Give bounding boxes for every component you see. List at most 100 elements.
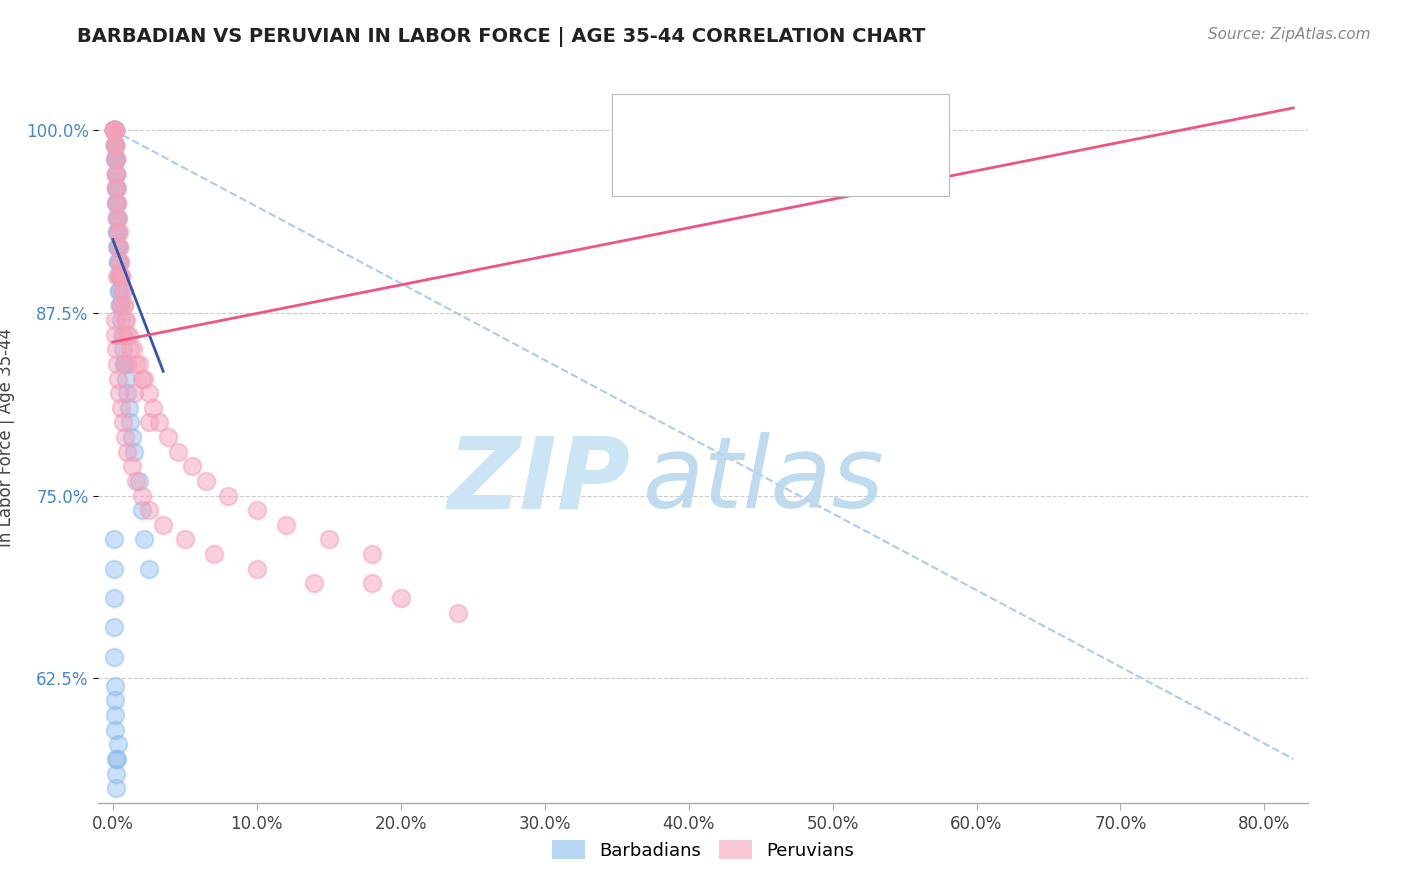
Point: [115, 357, 138, 371]
Point: [104, 152, 127, 166]
Point: [138, 503, 160, 517]
Point: [103, 123, 125, 137]
Point: [103, 533, 125, 547]
Point: [156, 430, 179, 444]
Point: [105, 196, 128, 211]
Point: [105, 211, 128, 225]
Point: [103, 123, 125, 137]
Point: [103, 123, 125, 137]
Point: [103, 123, 125, 137]
Point: [108, 240, 131, 254]
Point: [104, 123, 127, 137]
Point: [107, 269, 129, 284]
Point: [107, 240, 129, 254]
Point: [108, 254, 131, 268]
Point: [173, 533, 195, 547]
Point: [318, 533, 340, 547]
Point: [105, 752, 128, 766]
Point: [107, 254, 129, 268]
Point: [105, 225, 128, 239]
Point: [103, 123, 125, 137]
Point: [104, 137, 127, 152]
Point: [115, 327, 138, 342]
Point: [104, 123, 127, 137]
Point: [104, 137, 127, 152]
Point: [447, 606, 470, 620]
Point: [105, 269, 128, 284]
Point: [108, 298, 131, 312]
Point: [111, 284, 134, 298]
FancyBboxPatch shape: [624, 149, 657, 185]
Point: [107, 269, 129, 284]
Point: [389, 591, 412, 605]
Point: [114, 371, 136, 385]
Point: [118, 401, 141, 415]
Point: [128, 474, 150, 488]
Point: [105, 196, 128, 211]
Text: R =: R =: [669, 112, 709, 130]
Point: [103, 649, 125, 664]
Point: [108, 386, 131, 401]
Point: [104, 123, 127, 137]
Point: [148, 416, 170, 430]
Point: [110, 313, 132, 327]
Point: [104, 327, 127, 342]
Point: [152, 517, 174, 532]
Point: [195, 474, 218, 488]
Point: [105, 181, 128, 195]
Point: [104, 343, 127, 357]
Legend: Barbadians, Peruvians: Barbadians, Peruvians: [546, 833, 860, 867]
Point: [107, 240, 129, 254]
Point: [181, 459, 204, 474]
Text: Source: ZipAtlas.com: Source: ZipAtlas.com: [1208, 27, 1371, 42]
Point: [107, 254, 129, 268]
Point: [105, 357, 128, 371]
Point: [103, 123, 125, 137]
Point: [104, 181, 127, 195]
Point: [104, 167, 127, 181]
Point: [112, 298, 135, 312]
Point: [112, 298, 135, 312]
Point: [166, 444, 188, 458]
Point: [105, 181, 128, 195]
Point: [107, 737, 129, 751]
Point: [103, 313, 125, 327]
Point: [120, 416, 142, 430]
Point: [104, 723, 127, 737]
Point: [103, 123, 125, 137]
Point: [217, 489, 239, 503]
Point: [274, 517, 297, 532]
Point: [121, 459, 143, 474]
Point: [104, 123, 127, 137]
Point: [103, 679, 125, 693]
Point: [103, 123, 125, 137]
Point: [115, 444, 138, 458]
Point: [107, 284, 129, 298]
Point: [107, 225, 129, 239]
Point: [125, 357, 148, 371]
Text: 84: 84: [865, 158, 890, 176]
Point: [104, 152, 127, 166]
Point: [104, 752, 127, 766]
Point: [128, 357, 150, 371]
Point: [108, 254, 131, 268]
Point: [131, 503, 153, 517]
Point: [105, 196, 128, 211]
Point: [103, 123, 125, 137]
Text: R =: R =: [669, 158, 709, 176]
Point: [124, 386, 146, 401]
Point: [103, 591, 125, 605]
Point: [114, 313, 136, 327]
FancyBboxPatch shape: [624, 104, 657, 140]
Point: [111, 343, 134, 357]
Point: [304, 576, 326, 591]
Point: [107, 211, 129, 225]
Point: [104, 152, 127, 166]
Point: [103, 123, 125, 137]
Point: [108, 284, 131, 298]
Point: [131, 371, 153, 385]
Point: [108, 298, 131, 312]
Point: [111, 327, 134, 342]
Point: [103, 620, 125, 634]
Point: [107, 211, 129, 225]
